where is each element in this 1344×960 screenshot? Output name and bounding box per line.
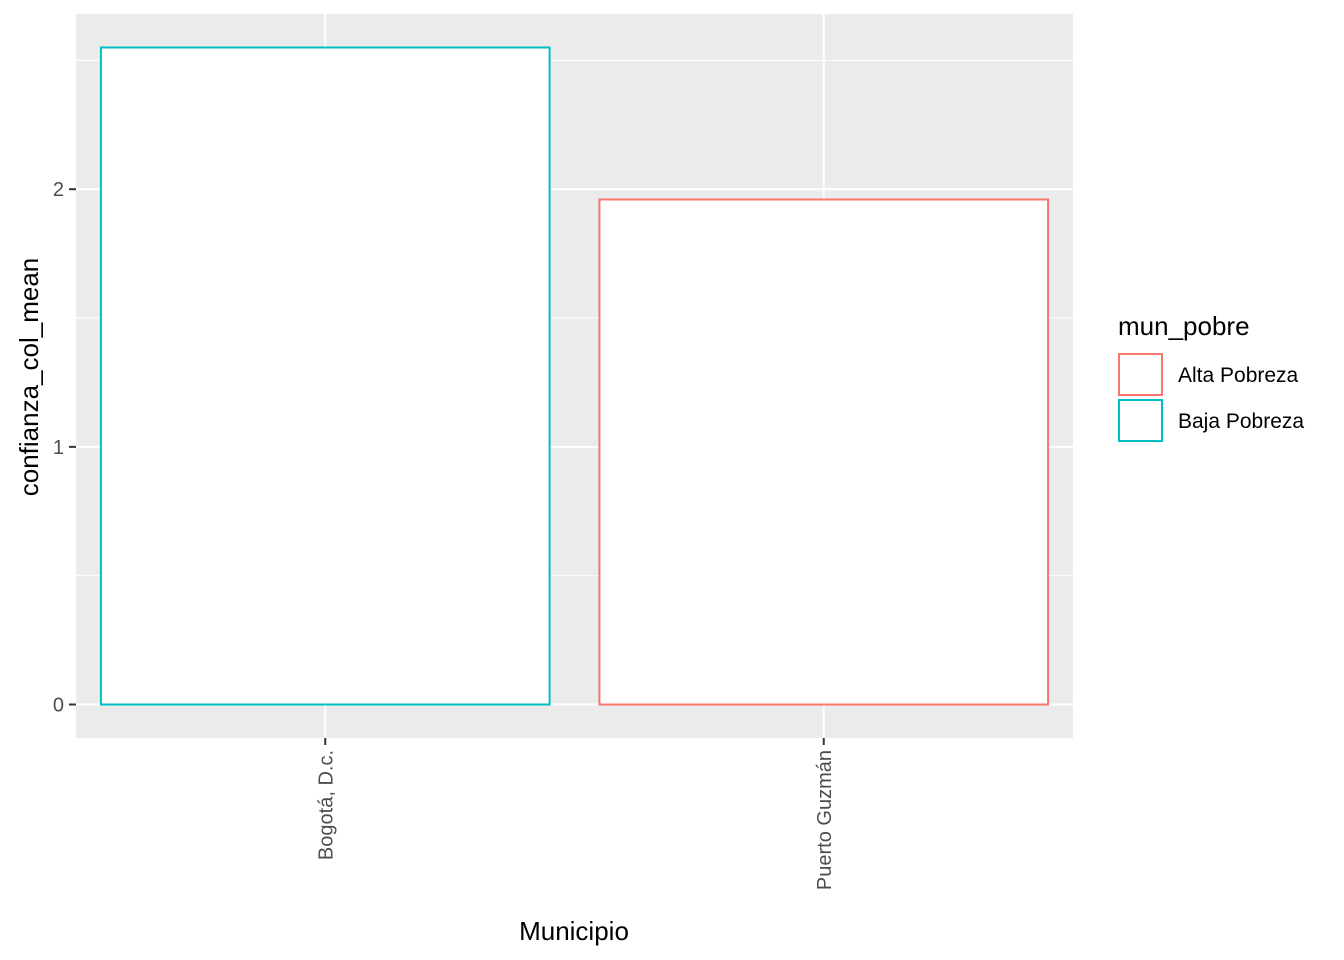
- legend: mun_pobre Alta Pobreza Baja Pobreza: [1118, 311, 1304, 442]
- x-axis-title: Municipio: [519, 916, 629, 946]
- legend-label: Baja Pobreza: [1178, 410, 1304, 433]
- bar-1: [99, 46, 551, 706]
- legend-title: mun_pobre: [1118, 311, 1250, 341]
- legend-keys: Alta Pobreza Baja Pobreza: [1118, 353, 1304, 442]
- y-tick-label: 1: [53, 437, 64, 459]
- y-tick-label: 0: [53, 695, 64, 717]
- x-axis: Bogotá, D.c. Puerto Guzmán: [315, 738, 836, 890]
- y-axis-title: confianza_col_mean: [14, 258, 44, 497]
- legend-key: [1118, 353, 1163, 396]
- bar-2: [598, 198, 1050, 706]
- x-tick-label: Bogotá, D.c.: [315, 750, 337, 860]
- bars: [99, 46, 1050, 706]
- y-tick-label: 2: [53, 179, 64, 201]
- y-axis: 0 1 2: [53, 179, 76, 717]
- legend-key: [1118, 399, 1163, 442]
- x-tick-label: Puerto Guzmán: [814, 750, 836, 890]
- legend-label: Alta Pobreza: [1178, 364, 1299, 387]
